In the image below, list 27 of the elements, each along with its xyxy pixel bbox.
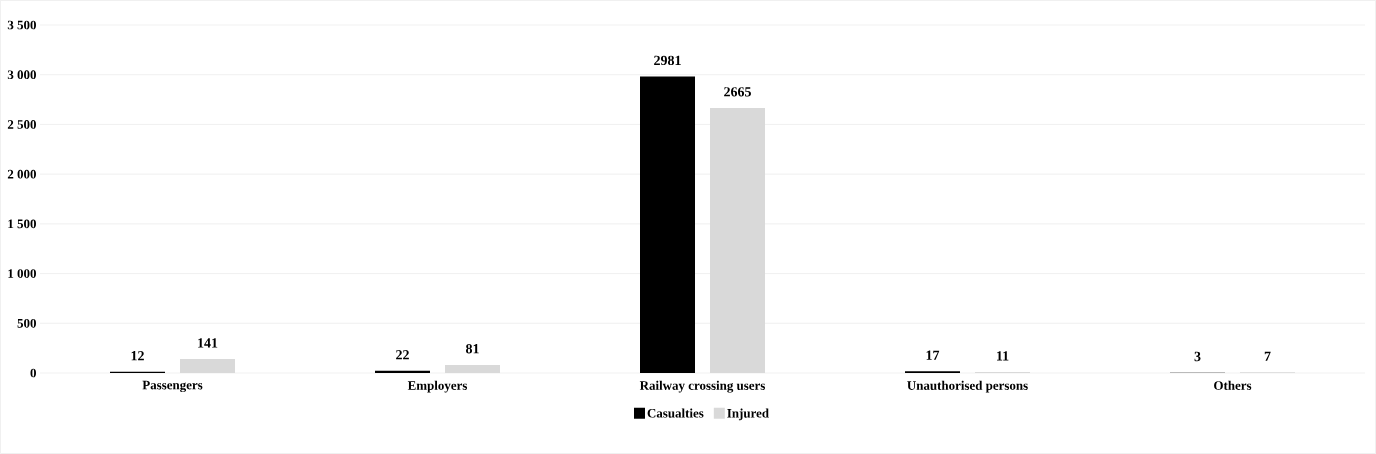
x-tick-label: Passengers <box>142 380 203 393</box>
x-tick-label: Others <box>1214 380 1252 390</box>
y-tick-label: 1 000 <box>8 269 36 278</box>
data-label: 3 <box>1194 351 1201 362</box>
data-label: 2981 <box>654 55 681 66</box>
y-tick-label: 2 000 <box>7 169 36 179</box>
x-tick-label: Railway crossing users <box>639 380 766 393</box>
data-label: 141 <box>198 338 218 348</box>
data-label: 2665 <box>724 87 751 97</box>
bar <box>640 76 695 373</box>
data-label: 81 <box>466 344 479 354</box>
y-tick-label: 0 <box>30 368 36 378</box>
legend-label: Casualties <box>647 408 704 418</box>
data-label: 22 <box>396 350 409 360</box>
y-tick-label: 1 500 <box>8 219 36 229</box>
x-tick-label: Unauthorised persons <box>907 380 1028 393</box>
y-tick-label: 3 500 <box>7 20 36 30</box>
data-label: 7 <box>1264 351 1271 361</box>
y-tick-label: 2 500 <box>7 120 36 129</box>
legend-label: Injured <box>727 408 769 421</box>
data-label: 11 <box>997 351 1009 361</box>
bar <box>375 370 430 373</box>
y-tick-label: 500 <box>17 318 36 328</box>
data-label: 17 <box>926 350 940 360</box>
x-tick-label: Employers <box>407 380 468 393</box>
data-label: 12 <box>131 351 144 361</box>
y-tick-label: 3 000 <box>7 70 36 80</box>
